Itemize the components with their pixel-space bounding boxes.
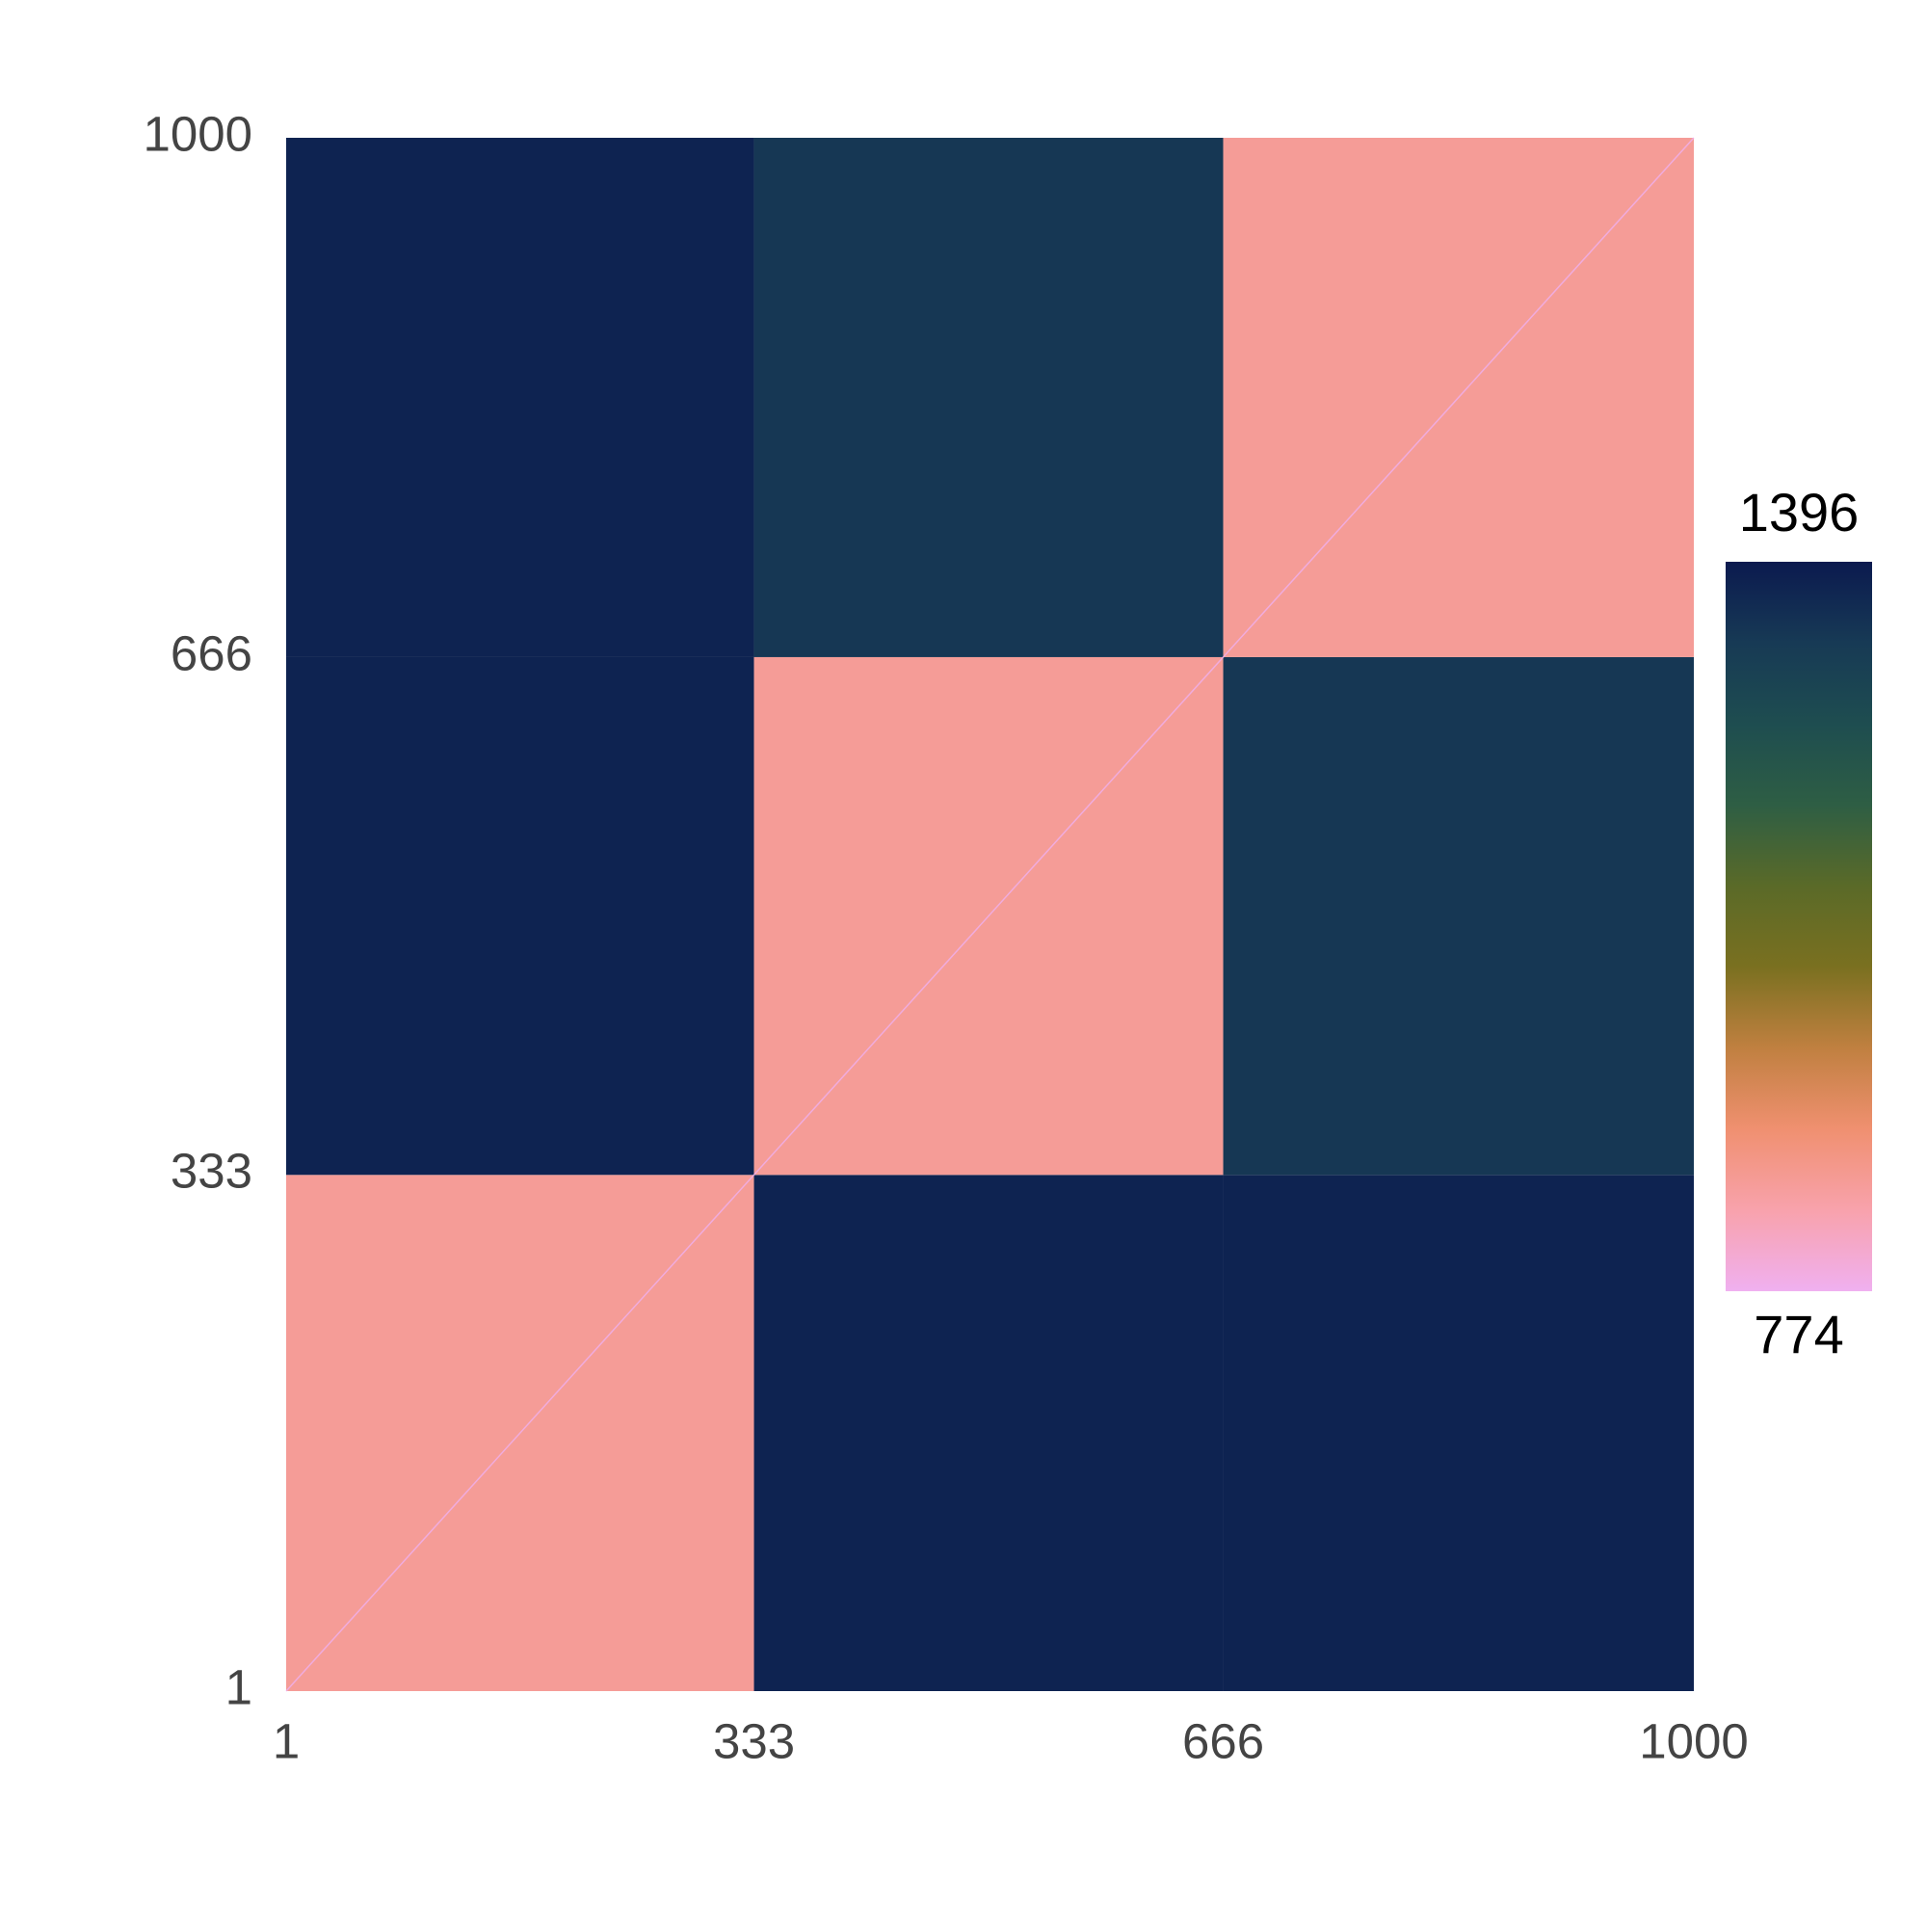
diagonal bbox=[285, 137, 1695, 1692]
heatmap-cell bbox=[1223, 1175, 1694, 1691]
heatmap-cell bbox=[753, 138, 1224, 657]
colorbar bbox=[1726, 562, 1872, 1291]
y-tick-label: 1000 bbox=[144, 106, 252, 161]
heatmap-cell bbox=[1223, 656, 1694, 1176]
x-tick-label: 1000 bbox=[1639, 1713, 1748, 1768]
y-tick-label: 666 bbox=[171, 625, 252, 680]
heatmap-cell bbox=[286, 138, 754, 657]
heatmap-cell bbox=[753, 1175, 1224, 1691]
colorbar-min-label: 774 bbox=[1754, 1304, 1843, 1364]
x-tick-label: 1 bbox=[273, 1713, 300, 1768]
y-tick-label: 1 bbox=[225, 1659, 252, 1714]
x-tick-label: 666 bbox=[1182, 1713, 1264, 1768]
heatmap-cell bbox=[286, 656, 754, 1176]
colorbar-max-label: 1396 bbox=[1739, 482, 1860, 543]
y-tick-label: 333 bbox=[171, 1144, 252, 1199]
x-tick-label: 333 bbox=[713, 1713, 795, 1768]
